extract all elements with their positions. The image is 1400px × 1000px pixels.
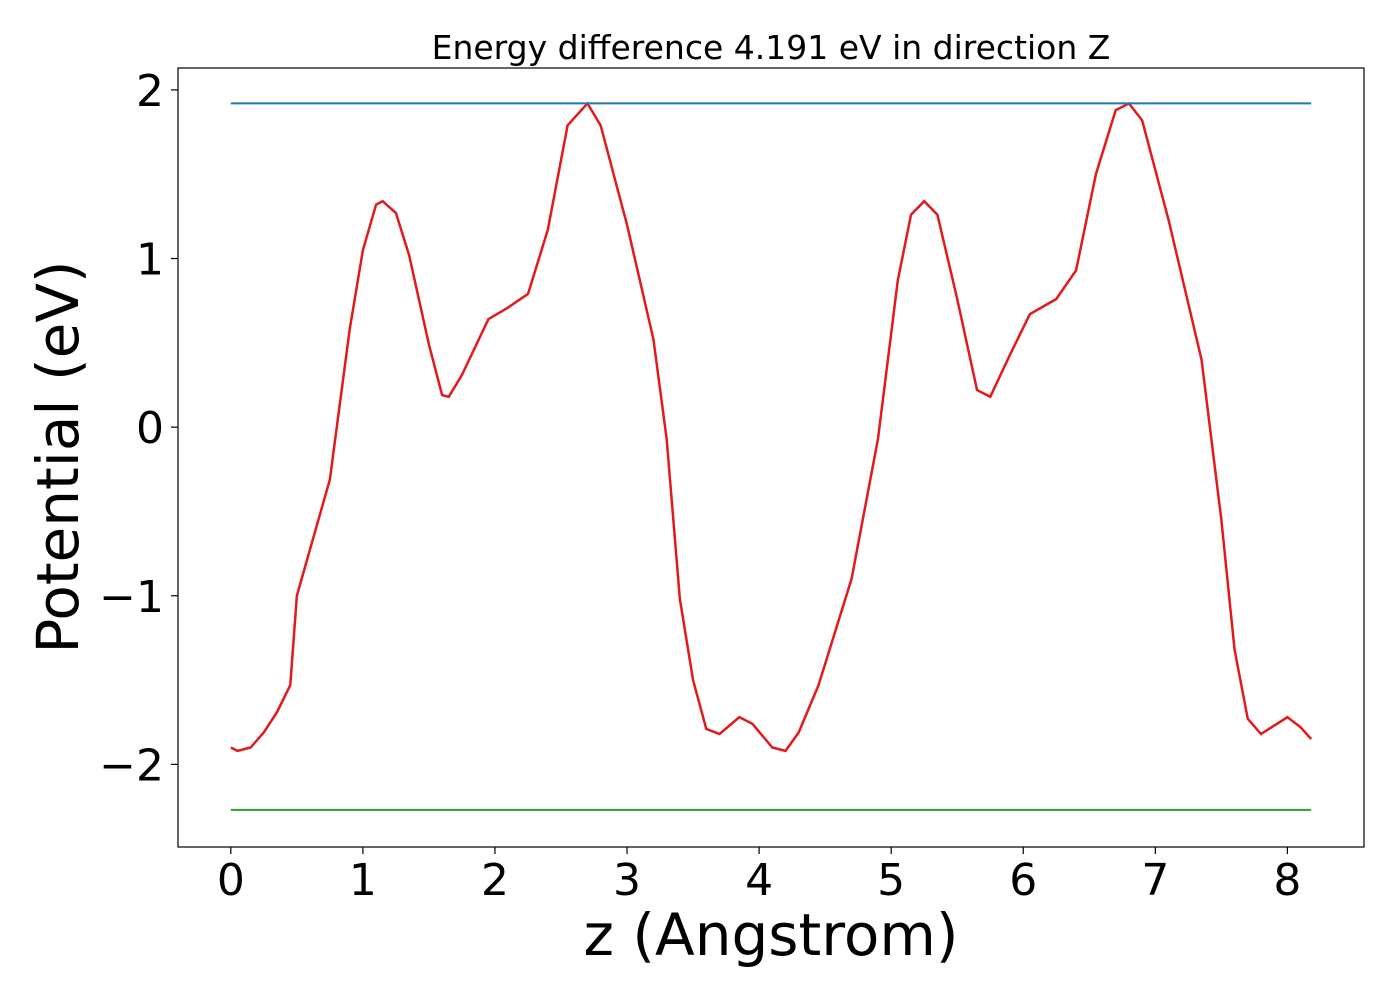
y-tick-label: −1 — [99, 572, 164, 623]
y-tick-label: 1 — [136, 235, 164, 286]
y-tick-label: 0 — [136, 403, 164, 454]
x-tick-label: 5 — [877, 855, 905, 906]
x-tick-label: 2 — [481, 855, 509, 906]
x-axis-label: z (Angstrom) — [584, 901, 959, 969]
x-tick-label: 3 — [613, 855, 641, 906]
x-tick-label: 1 — [349, 855, 377, 906]
chart-title: Energy difference 4.191 eV in direction … — [432, 28, 1111, 67]
y-tick-label: −2 — [99, 740, 164, 791]
x-tick-label: 8 — [1273, 855, 1301, 906]
x-tick-label: 7 — [1141, 855, 1169, 906]
y-axis-label: Potential (eV) — [24, 260, 92, 653]
y-tick-label: 2 — [136, 66, 164, 117]
x-tick-label: 6 — [1009, 855, 1037, 906]
x-tick-label: 0 — [217, 855, 245, 906]
line-series — [230, 101, 1313, 753]
x-tick-label: 4 — [745, 855, 773, 906]
plot-frame — [177, 67, 1365, 848]
